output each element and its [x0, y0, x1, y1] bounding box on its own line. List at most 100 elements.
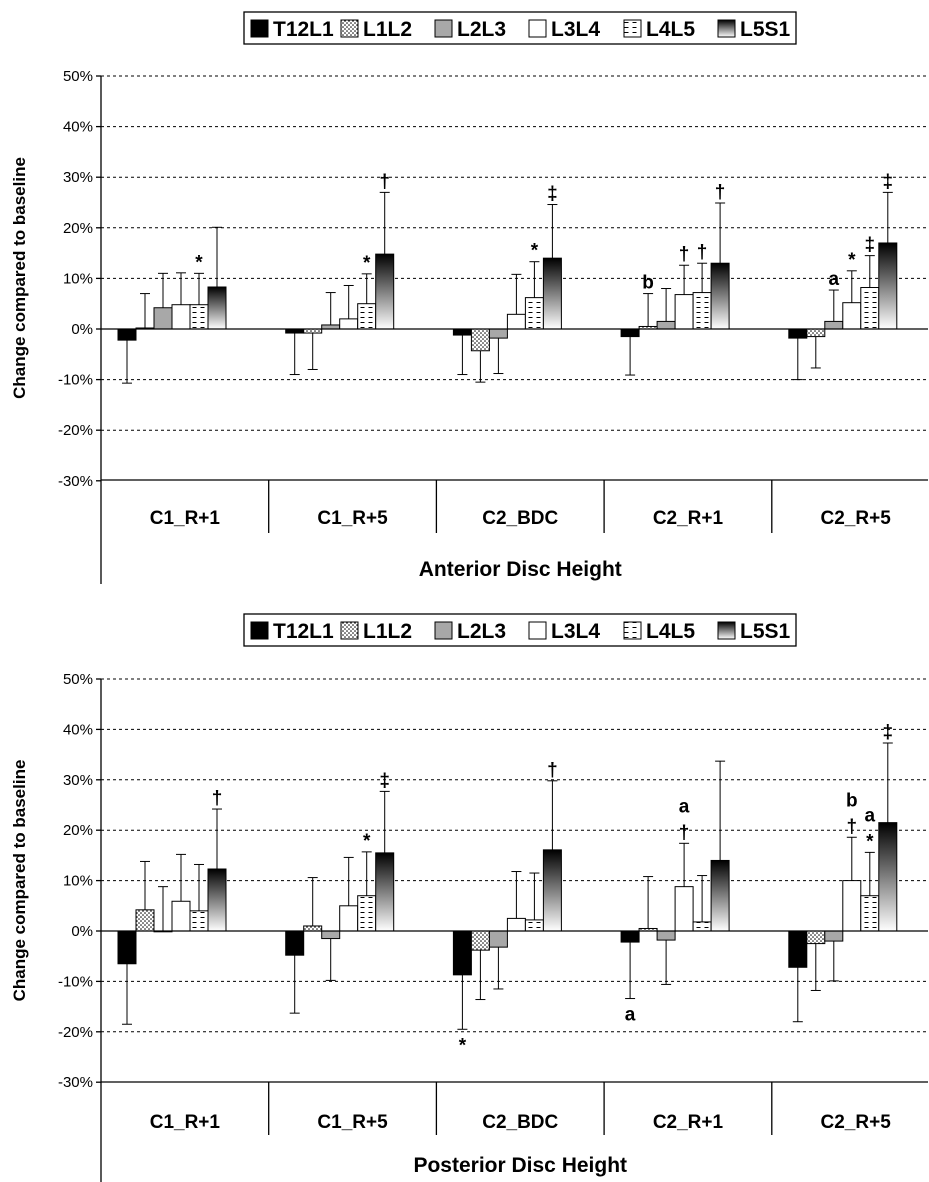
- legend-swatch: [528, 19, 547, 38]
- legend-label: L2L3: [457, 18, 506, 41]
- bar-c2-r-1-l5s1: [710, 262, 730, 330]
- x-category-label: C2_R+5: [821, 1112, 892, 1133]
- bar-c1-r-1-l3l4: [171, 304, 191, 330]
- bar-c1-r-5-l4l5: [357, 895, 377, 932]
- bar-c2-bdc-l5s1: [542, 849, 562, 932]
- significance-mark: †: [847, 816, 858, 837]
- legend-box: [243, 613, 797, 647]
- x-category-label: C2_R+1: [653, 1112, 724, 1133]
- bar-c2-bdc-l2l3: [488, 328, 508, 339]
- bar-c1-r-1-l5s1: [207, 868, 227, 932]
- bar-c2-r-5-l2l3: [824, 930, 844, 942]
- bar-c2-bdc-t12l1: [452, 930, 472, 976]
- significance-mark: *: [363, 831, 371, 852]
- bar-c1-r-5-l4l5: [357, 303, 377, 330]
- bar-c1-r-5-l2l3: [321, 930, 341, 940]
- legend: T12L1 L1L2 L2L3 L3L4 L4L5 L5S1: [243, 613, 797, 647]
- y-tick-label: 30%: [63, 772, 93, 789]
- legend-item-l1l2: L1L2: [340, 620, 412, 643]
- significance-mark: *: [531, 241, 539, 262]
- significance-mark: *: [459, 1035, 467, 1056]
- significance-mark: *: [363, 253, 371, 274]
- significance-mark: a: [865, 805, 876, 826]
- bar-c1-r-5-l3l4: [339, 905, 359, 932]
- significance-mark: a: [679, 796, 690, 817]
- y-tick-label: 20%: [63, 822, 93, 839]
- bar-c2-r-1-t12l1: [620, 930, 640, 943]
- legend-label: L5S1: [740, 18, 791, 41]
- legend-label: L4L5: [646, 620, 695, 643]
- y-tick-label: -10%: [58, 973, 93, 990]
- significance-mark: †: [212, 788, 223, 809]
- legend-label: L5S1: [740, 620, 791, 643]
- x-category-label: C1_R+5: [317, 508, 388, 529]
- bars: [117, 191, 898, 384]
- bar-c2-r-1-l3l4: [674, 886, 694, 932]
- bar-c1-r-5-l5s1: [375, 253, 395, 330]
- x-category-label: C1_R+1: [150, 1112, 221, 1133]
- x-axis-title: Posterior Disc Height: [413, 1154, 627, 1177]
- bar-c1-r-1-l5s1: [207, 286, 227, 330]
- bar-c2-bdc-l3l4: [506, 313, 526, 330]
- significance-mark: a: [829, 269, 840, 290]
- y-axis: 50% 40% 30% 20% 10% 0% -10% -20% -30% Change comp…: [10, 671, 102, 1182]
- bar-c2-r-1-l5s1: [710, 859, 730, 932]
- legend-swatch: [434, 621, 453, 640]
- bar-c1-r-5-l3l4: [339, 318, 359, 330]
- bar-c2-r-1-l2l3: [656, 930, 676, 941]
- y-tick-label: 50%: [63, 68, 93, 85]
- x-category-labels: C1_R+1 C1_R+5 C2_BDC C2_R+1 C2_R+5: [150, 480, 891, 533]
- legend-label: L1L2: [363, 18, 412, 41]
- y-tick-label: 40%: [63, 119, 93, 136]
- x-category-label: C2_R+5: [821, 508, 892, 529]
- bar-c2-r-5-l3l4: [842, 880, 862, 932]
- bar-c2-r-5-l4l5: [860, 287, 880, 330]
- bar-c2-bdc-l4l5: [524, 297, 544, 330]
- y-tick-label: 10%: [63, 873, 93, 890]
- legend-label: L4L5: [646, 18, 695, 41]
- legend-label: L3L4: [551, 18, 600, 41]
- significance-mark: ‡: [379, 770, 390, 791]
- significance-mark: ‡: [883, 171, 894, 192]
- y-tick-label: 20%: [63, 220, 93, 237]
- bar-c2-r-5-l5s1: [878, 242, 898, 330]
- bar-c2-bdc-l1l2: [470, 930, 490, 951]
- bar-c2-r-1-l2l3: [656, 320, 676, 330]
- y-tick-label: 30%: [63, 169, 93, 186]
- bar-c1-r-1-t12l1: [117, 328, 137, 341]
- legend-item-l5s1: L5S1: [717, 620, 791, 643]
- x-category-label: C2_R+1: [653, 508, 724, 529]
- legend-item-t12l1: T12L1: [250, 18, 334, 41]
- legend-item-l5s1: L5S1: [717, 18, 791, 41]
- legend-label: L3L4: [551, 620, 600, 643]
- significance-annotations: * * † * ‡ b † † † a * ‡ ‡: [195, 171, 893, 293]
- y-tick-label: -30%: [58, 473, 93, 490]
- legend-item-l3l4: L3L4: [528, 18, 600, 41]
- x-category-labels: C1_R+1 C1_R+5 C2_BDC C2_R+1 C2_R+5: [150, 1082, 891, 1135]
- bar-c2-r-1-l4l5: [692, 921, 712, 932]
- legend-label: L2L3: [457, 620, 506, 643]
- bar-c2-r-5-l1l2: [806, 930, 826, 945]
- legend-swatch: [250, 19, 269, 38]
- legend-swatch: [250, 621, 269, 640]
- significance-mark: b: [846, 790, 858, 811]
- legend-item-l4l5: L4L5: [623, 18, 695, 41]
- significance-mark: †: [715, 182, 726, 203]
- significance-mark: †: [679, 244, 690, 265]
- significance-mark: ‡: [865, 235, 876, 256]
- bar-c1-r-5-l5s1: [375, 852, 395, 932]
- x-category-label: C1_R+1: [150, 508, 221, 529]
- bar-c2-bdc-t12l1: [452, 328, 472, 336]
- legend-swatch: [717, 621, 736, 640]
- bar-c2-r-5-l2l3: [824, 320, 844, 330]
- significance-mark: *: [848, 250, 856, 271]
- significance-mark: *: [195, 252, 203, 273]
- bar-c2-bdc-l3l4: [506, 917, 526, 932]
- y-tick-label: 0%: [71, 321, 93, 338]
- bar-c2-r-5-t12l1: [788, 328, 808, 339]
- bar-c2-r-5-t12l1: [788, 930, 808, 968]
- y-tick-label: -20%: [58, 1024, 93, 1041]
- bar-c1-r-1-l2l3: [153, 307, 173, 330]
- x-axis-title: Anterior Disc Height: [419, 558, 622, 581]
